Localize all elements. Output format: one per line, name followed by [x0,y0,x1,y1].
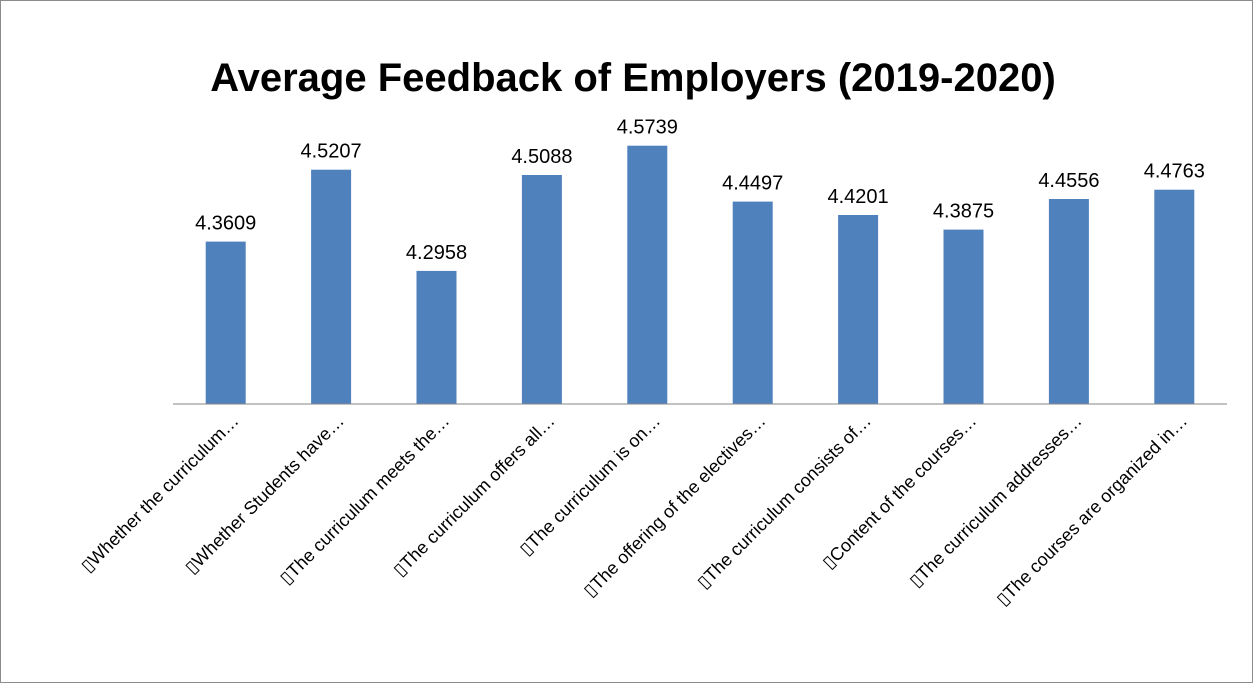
bar-7 [838,215,879,404]
category-ticks-group: ▯Whether the curriculum…▯Whether Student… [77,411,1191,610]
data-label-5: 4.5739 [617,117,678,139]
bar-9 [1048,199,1089,404]
data-label-9: 4.4556 [1038,170,1099,192]
category-tick-3: ▯The curriculum meets the… [276,411,453,588]
data-label-3: 4.2958 [406,242,467,264]
category-tick-6: ▯The offering of the electives… [580,411,770,601]
bar-10 [1154,189,1195,404]
category-tick-9: ▯The curriculum addresses… [905,411,1085,591]
data-label-1: 4.3609 [195,213,256,235]
bar-3 [416,270,457,404]
bars-group [205,145,1195,404]
data-label-2: 4.5207 [301,141,362,163]
data-label-7: 4.4201 [828,186,889,208]
chart-title: Average Feedback of Employers (2019-2020… [210,56,1056,100]
category-tick-7: ▯The curriculum consists of… [693,411,875,593]
bar-8 [943,229,984,404]
bar-1 [205,241,246,404]
category-tick-10: ▯The courses are organized in… [992,411,1191,610]
data-label-4: 4.5088 [511,146,572,168]
data-label-10: 4.4763 [1144,161,1205,183]
bar-2 [311,169,352,404]
bar-5 [627,145,668,404]
bar-4 [521,175,562,404]
data-labels-group: 4.3609 4.5207 4.2958 4.5088 4.5739 4.4497 4.42… [195,117,1205,264]
bar-6 [732,201,773,404]
data-label-8: 4.3875 [933,201,994,223]
data-label-6: 4.4497 [722,173,783,195]
